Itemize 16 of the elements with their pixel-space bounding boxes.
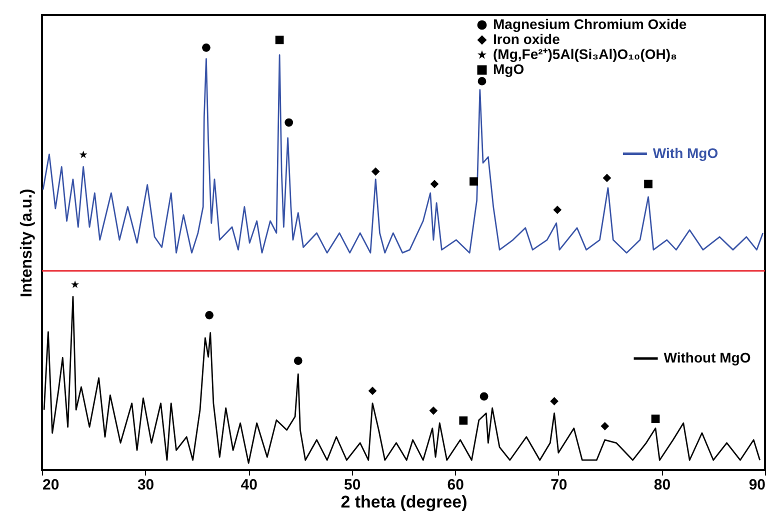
- x-tick-label: 50: [344, 476, 361, 494]
- x-axis-title: 2 theta (degree): [340, 492, 468, 512]
- legend-label: Magnesium Chromium Oxide: [493, 16, 687, 32]
- x-tick-label: 30: [137, 476, 154, 494]
- legend-label: (Mg,Fe²⁺)5Al(Si₃Al)O₁₀(OH)₈: [493, 46, 678, 62]
- legend-label: Iron oxide: [493, 31, 560, 47]
- x-tick-label: 60: [447, 476, 464, 494]
- x-tick-label: 40: [240, 476, 258, 494]
- x-tick-label: 90: [748, 476, 766, 494]
- legend-label: With MgO: [652, 144, 718, 161]
- legend-label: Without MgO: [664, 350, 751, 366]
- legend-label: MgO: [493, 61, 524, 77]
- y-axis-title: Intensity (a.u.): [18, 188, 36, 298]
- x-tick-label: 70: [550, 476, 568, 494]
- x-tick-label: 80: [654, 476, 671, 494]
- x-tick-label: 20: [42, 476, 60, 494]
